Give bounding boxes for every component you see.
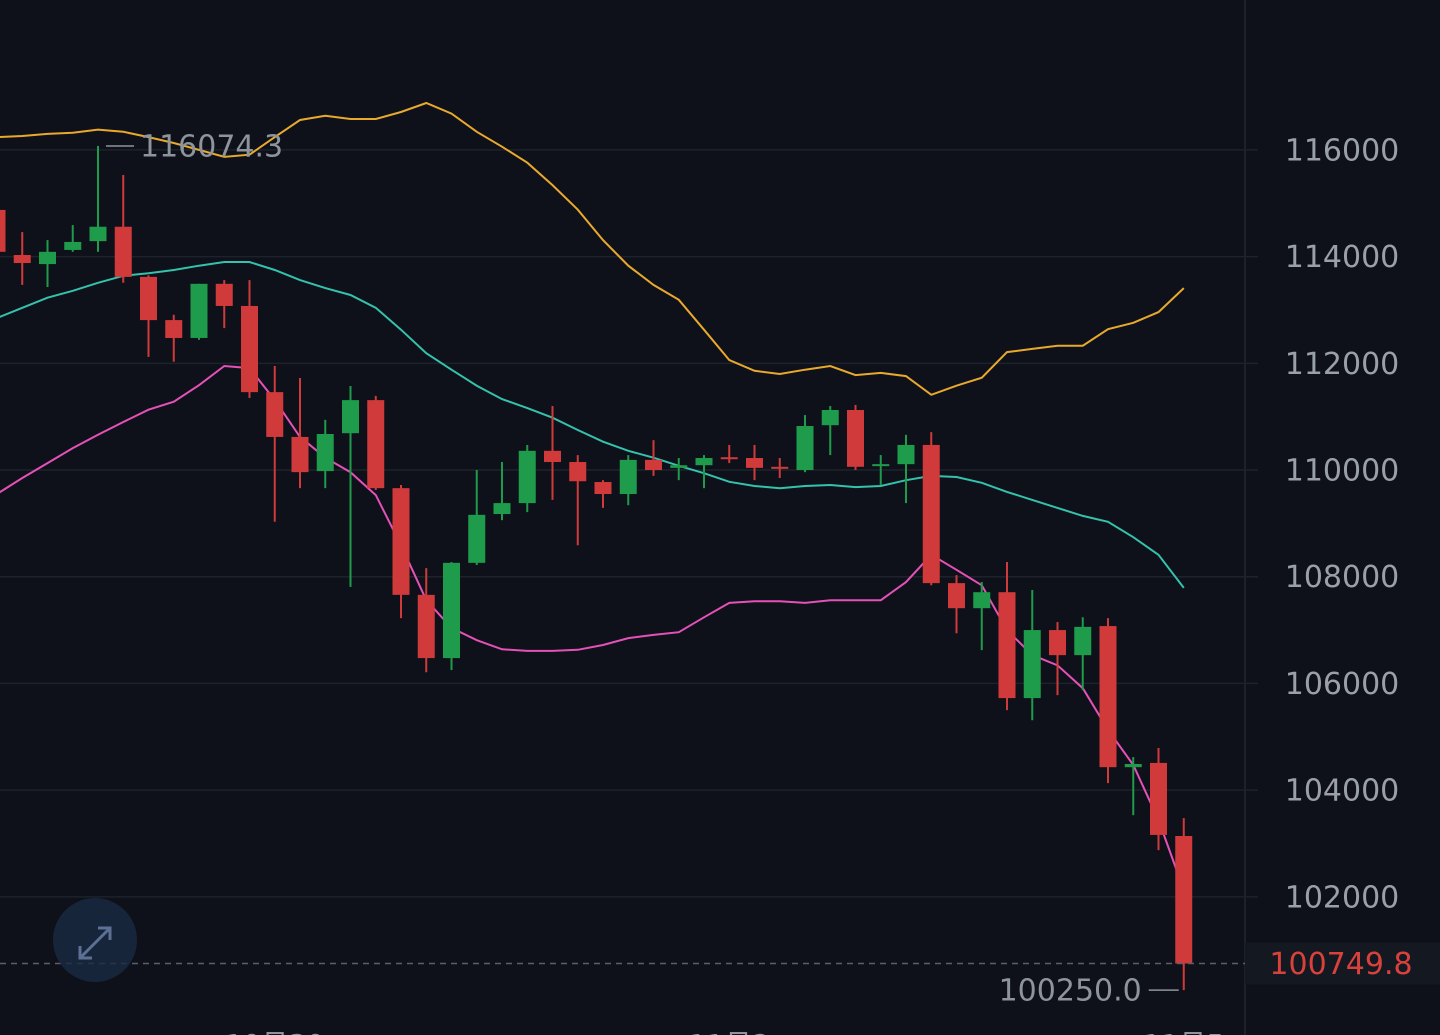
candle-body bbox=[1175, 836, 1193, 964]
candle-body bbox=[645, 459, 662, 471]
candle-body bbox=[316, 434, 334, 472]
band-line bbox=[0, 261, 1185, 589]
y-tick-label: 116000 bbox=[1285, 133, 1400, 168]
candle-body bbox=[1124, 763, 1142, 768]
candle-body bbox=[241, 305, 258, 393]
last-price-box bbox=[1245, 942, 1440, 985]
candle-body bbox=[948, 583, 965, 609]
candle-body bbox=[291, 436, 309, 473]
expand-icon bbox=[78, 926, 112, 960]
candle-body bbox=[922, 444, 940, 584]
candle-body bbox=[1099, 626, 1117, 768]
candle-body bbox=[1049, 630, 1066, 656]
expand-circle[interactable] bbox=[53, 898, 137, 982]
candle-body bbox=[493, 503, 511, 515]
candle-body bbox=[13, 255, 31, 264]
y-tick-label: 104000 bbox=[1285, 774, 1400, 809]
candle-body bbox=[64, 241, 82, 250]
candle-body bbox=[670, 465, 688, 468]
candle-body bbox=[695, 458, 713, 466]
x-tick-label: 10月30 bbox=[225, 1028, 324, 1035]
candle-body bbox=[998, 592, 1016, 699]
max-label: 116074.3 bbox=[140, 129, 283, 164]
candle-body bbox=[720, 457, 738, 460]
candle-body bbox=[1074, 626, 1092, 656]
candle-body bbox=[872, 464, 890, 467]
candle-body bbox=[796, 426, 814, 471]
candle-body bbox=[443, 562, 460, 659]
candle-body bbox=[266, 392, 284, 437]
candle-body bbox=[973, 592, 991, 609]
last-price-label: 100749.8 bbox=[1269, 947, 1412, 982]
expand-button[interactable] bbox=[53, 898, 137, 982]
candle-body bbox=[518, 450, 536, 504]
candle-body bbox=[39, 251, 56, 265]
candle-body bbox=[367, 400, 385, 489]
min-label: 100250.0 bbox=[999, 974, 1142, 1009]
candle-body bbox=[165, 320, 183, 338]
candle-body bbox=[897, 444, 915, 465]
candle-body bbox=[544, 450, 561, 463]
y-tick-label: 110000 bbox=[1285, 454, 1400, 489]
band-line bbox=[0, 101, 1185, 396]
y-tick-label: 102000 bbox=[1285, 880, 1400, 915]
candle-body bbox=[0, 209, 6, 252]
candle-body bbox=[594, 482, 612, 495]
candles bbox=[0, 145, 1193, 991]
candle-body bbox=[417, 594, 435, 659]
candle-body bbox=[392, 488, 410, 595]
candle-body bbox=[771, 466, 789, 469]
candle-body bbox=[1150, 762, 1167, 835]
y-tick-label: 112000 bbox=[1285, 347, 1400, 382]
x-tick-label: 11月2 bbox=[689, 1028, 770, 1035]
candle-body bbox=[114, 226, 132, 277]
candle-body bbox=[468, 514, 486, 563]
candle-body bbox=[1023, 630, 1041, 699]
candle-body bbox=[619, 459, 637, 495]
candle-body bbox=[89, 226, 107, 242]
y-tick-label: 108000 bbox=[1285, 560, 1400, 595]
candle-body bbox=[342, 400, 359, 434]
x-tick-label: 11月5 bbox=[1143, 1028, 1224, 1035]
candle-body bbox=[569, 462, 587, 482]
labels: 102000 104000 106000 108000 110000 112000 1140… bbox=[0, 129, 1440, 1035]
candle-body bbox=[140, 276, 157, 321]
candle-body bbox=[746, 458, 763, 468]
candle-body bbox=[215, 283, 233, 306]
candle-body bbox=[190, 283, 208, 338]
y-tick-label: 106000 bbox=[1285, 667, 1400, 702]
candle-body bbox=[821, 409, 839, 426]
candle-body bbox=[847, 409, 864, 467]
y-tick-label: 114000 bbox=[1285, 240, 1400, 275]
